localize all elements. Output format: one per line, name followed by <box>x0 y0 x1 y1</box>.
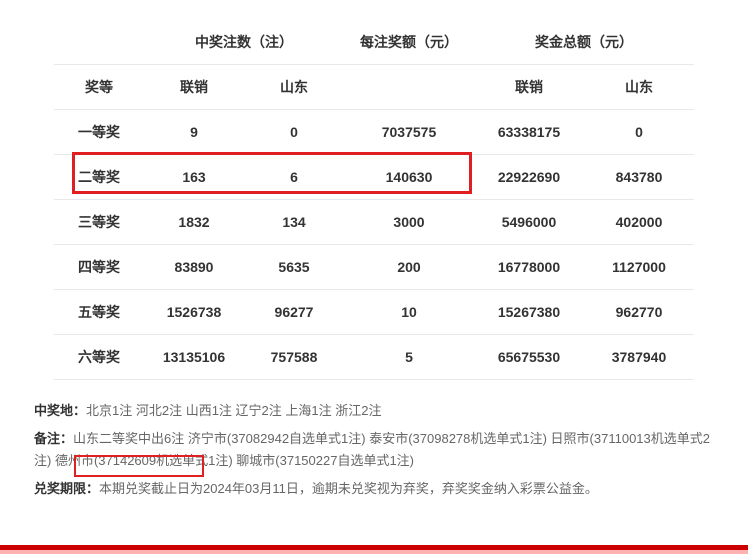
header-row-1: 中奖注数（注） 每注奖额（元） 奖金总额（元） <box>54 20 694 65</box>
cell-t1: 65675530 <box>474 335 584 380</box>
col-tier: 奖等 <box>54 65 144 110</box>
table-row: 二等奖163614063022922690843780 <box>54 155 694 200</box>
note-remark-label: 备注： <box>34 431 73 446</box>
table-row: 六等奖131351067575885656755303787940 <box>54 335 694 380</box>
cell-per: 5 <box>344 335 474 380</box>
note-remark: 备注：山东二等奖中出6注 济宁市(37082942自选单式1注) 泰安市(370… <box>34 428 714 472</box>
col-shandong-total: 山东 <box>584 65 694 110</box>
cell-t2: 3787940 <box>584 335 694 380</box>
header-per: 每注奖额（元） <box>344 20 474 65</box>
cell-c1: 163 <box>144 155 244 200</box>
notes-block: 中奖地：北京1注 河北2注 山西1注 辽宁2注 上海1注 浙江2注 备注：山东二… <box>34 400 714 500</box>
table-row: 四等奖838905635200167780001127000 <box>54 245 694 290</box>
header-total: 奖金总额（元） <box>474 20 694 65</box>
cell-c1: 13135106 <box>144 335 244 380</box>
cell-t2: 402000 <box>584 200 694 245</box>
cell-tier: 一等奖 <box>54 110 144 155</box>
table-row: 三等奖183213430005496000402000 <box>54 200 694 245</box>
col-liansale-total: 联销 <box>474 65 584 110</box>
cell-c2: 96277 <box>244 290 344 335</box>
note-location-text: 北京1注 河北2注 山西1注 辽宁2注 上海1注 浙江2注 <box>86 403 381 418</box>
cell-t2: 843780 <box>584 155 694 200</box>
cell-t1: 63338175 <box>474 110 584 155</box>
cell-tier: 四等奖 <box>54 245 144 290</box>
prize-table: 中奖注数（注） 每注奖额（元） 奖金总额（元） 奖等 联销 山东 联销 山东 一… <box>54 20 694 380</box>
col-liansale: 联销 <box>144 65 244 110</box>
cell-tier: 五等奖 <box>54 290 144 335</box>
cell-t2: 962770 <box>584 290 694 335</box>
note-remark-highlight: 山东二等奖中出6注 <box>73 431 184 446</box>
header-count: 中奖注数（注） <box>144 20 344 65</box>
cell-t1: 22922690 <box>474 155 584 200</box>
cell-c2: 5635 <box>244 245 344 290</box>
header-row-2: 奖等 联销 山东 联销 山东 <box>54 65 694 110</box>
cell-c1: 1832 <box>144 200 244 245</box>
cell-t1: 16778000 <box>474 245 584 290</box>
cell-c1: 1526738 <box>144 290 244 335</box>
cell-t2: 0 <box>584 110 694 155</box>
table-row: 一等奖907037575633381750 <box>54 110 694 155</box>
cell-tier: 六等奖 <box>54 335 144 380</box>
cell-per: 7037575 <box>344 110 474 155</box>
cell-t1: 5496000 <box>474 200 584 245</box>
note-deadline: 兑奖期限：本期兑奖截止日为2024年03月11日，逾期未兑奖视为弃奖，弃奖奖金纳… <box>34 478 714 500</box>
cell-c2: 134 <box>244 200 344 245</box>
cell-t2: 1127000 <box>584 245 694 290</box>
cell-c2: 757588 <box>244 335 344 380</box>
cell-t1: 15267380 <box>474 290 584 335</box>
table-row: 五等奖1526738962771015267380962770 <box>54 290 694 335</box>
cell-per: 200 <box>344 245 474 290</box>
note-location: 中奖地：北京1注 河北2注 山西1注 辽宁2注 上海1注 浙江2注 <box>34 400 714 422</box>
note-deadline-text: 本期兑奖截止日为2024年03月11日，逾期未兑奖视为弃奖，弃奖奖金纳入彩票公益… <box>99 481 598 496</box>
bottom-red-bar <box>0 545 748 550</box>
cell-per: 3000 <box>344 200 474 245</box>
note-deadline-label: 兑奖期限： <box>34 481 99 496</box>
cell-per: 10 <box>344 290 474 335</box>
col-shandong: 山东 <box>244 65 344 110</box>
note-location-label: 中奖地： <box>34 403 86 418</box>
cell-tier: 三等奖 <box>54 200 144 245</box>
cell-per: 140630 <box>344 155 474 200</box>
cell-c1: 83890 <box>144 245 244 290</box>
cell-c1: 9 <box>144 110 244 155</box>
cell-c2: 6 <box>244 155 344 200</box>
cell-c2: 0 <box>244 110 344 155</box>
cell-tier: 二等奖 <box>54 155 144 200</box>
